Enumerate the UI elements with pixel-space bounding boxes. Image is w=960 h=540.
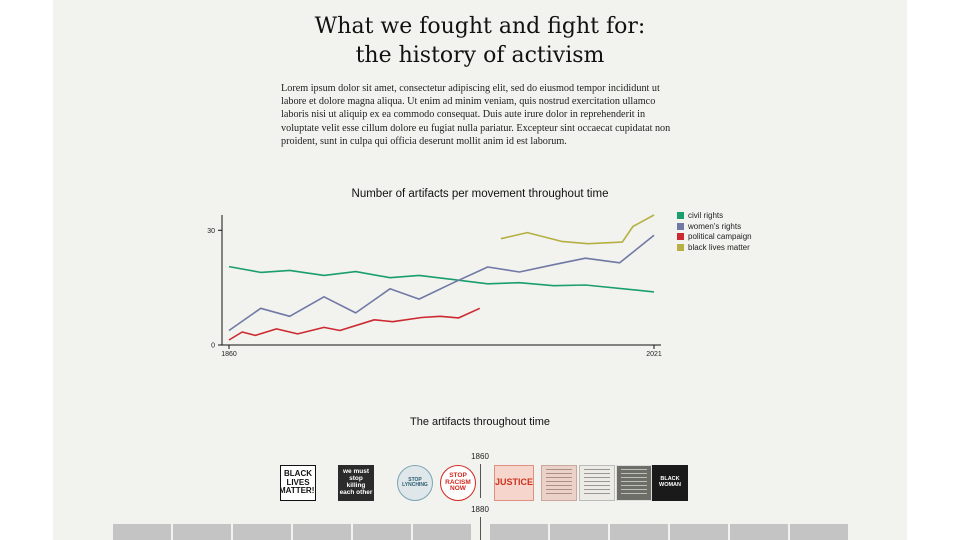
intro-paragraph: Lorem ipsum dolor sit amet, consectetur …	[281, 83, 671, 147]
series-line-women-s-rights	[228, 234, 655, 332]
page-title-line1: What we fought and fight for:	[314, 14, 646, 39]
legend-swatch	[677, 233, 684, 241]
artifact-placeholder[interactable]	[293, 524, 351, 540]
chart-legend: civil rights women's rights political camp…	[677, 210, 752, 253]
timeline-year-top: 1860	[471, 452, 489, 461]
artifact-document-lines	[621, 469, 647, 497]
artifact-document-lines	[546, 469, 572, 497]
artifact-placeholder[interactable]	[233, 524, 291, 540]
chart-title: Number of artifacts per movement through…	[351, 188, 609, 200]
x-tick-label: 2021	[646, 351, 662, 358]
x-tick-label: 1860	[221, 351, 237, 358]
artifact-placeholder[interactable]	[413, 524, 471, 540]
artifact-placeholder[interactable]	[113, 524, 171, 540]
artifact-broadside-document[interactable]	[579, 465, 615, 501]
timeline-axis-upper	[480, 464, 481, 498]
artifact-sick-women-justice-sign[interactable]: JUSTICE	[494, 465, 534, 501]
artifact-placeholder[interactable]	[610, 524, 668, 540]
artifact-stop-racism-now-button[interactable]: STOP RACISM NOW	[440, 465, 476, 501]
legend-swatch	[677, 211, 684, 219]
timeline-axis-lower	[480, 517, 481, 540]
timeline-title: The artifacts throughout time	[409, 416, 550, 428]
artifact-placeholder[interactable]	[790, 524, 848, 540]
page-title: What we fought and fight for: the histor…	[0, 12, 960, 70]
series-line-civil-rights	[228, 265, 655, 293]
series-line-black-lives-matter	[500, 214, 655, 245]
artifact-black-woman-badge[interactable]: BLACK WOMAN	[652, 465, 688, 501]
legend-item: black lives matter	[677, 242, 752, 253]
legend-swatch	[677, 243, 684, 251]
legend-label: black lives matter	[688, 242, 750, 252]
artifact-we-must-stop-killing-sign[interactable]: we must stop killing each other	[338, 465, 374, 501]
artifact-placeholder[interactable]	[173, 524, 231, 540]
artifact-placeholder[interactable]	[490, 524, 548, 540]
artifact-placeholder[interactable]	[353, 524, 411, 540]
legend-label: political campaign	[688, 232, 752, 242]
artifact-document-lines	[584, 469, 610, 497]
legend-item: civil rights	[677, 210, 752, 221]
artifact-placeholder[interactable]	[730, 524, 788, 540]
artifact-vintage-poster-figure[interactable]	[616, 465, 652, 501]
y-tick-label: 0	[211, 343, 215, 350]
y-tick-label: 30	[207, 228, 215, 235]
artifact-black-lives-matter-sign[interactable]: BLACK LIVES MATTER!!	[280, 465, 316, 501]
page-title-line2: the history of activism	[355, 43, 605, 68]
artifact-broadside-pink[interactable]	[541, 465, 577, 501]
legend-label: civil rights	[688, 210, 724, 220]
legend-item: political campaign	[677, 231, 752, 242]
legend-item: women's rights	[677, 221, 752, 232]
artifact-placeholder[interactable]	[670, 524, 728, 540]
timeline-year-bottom: 1880	[471, 505, 489, 514]
artifact-placeholder[interactable]	[550, 524, 608, 540]
series-line-political-campaign	[228, 307, 481, 341]
legend-label: women's rights	[688, 221, 742, 231]
artifact-stop-lynching-button[interactable]: STOP LYNCHING	[397, 465, 433, 501]
legend-swatch	[677, 222, 684, 230]
